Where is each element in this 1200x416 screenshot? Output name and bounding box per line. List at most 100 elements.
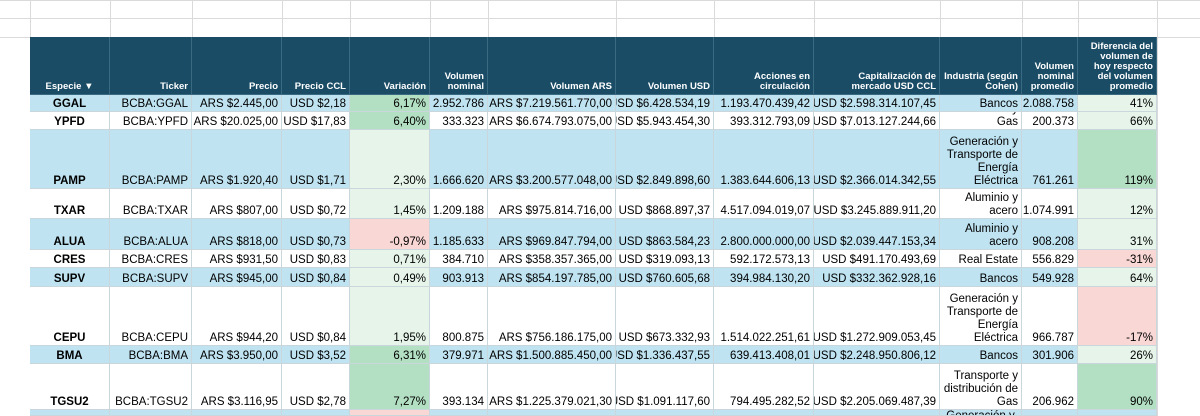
cell-industria[interactable]: Aluminio y acero [940,189,1022,219]
cell-variacion[interactable]: 0,49% [350,268,430,287]
cell-ccl[interactable]: USD $0,84 [282,268,350,287]
cell-cap[interactable]: USD $2.248.950.806,12 [814,346,940,364]
cell-dif[interactable]: 31% [1078,219,1157,250]
cell-especie[interactable]: CEPU [30,287,110,346]
cell-dif[interactable]: -31% [1078,250,1157,268]
cell-vol-nom[interactable]: 333.323 [430,112,488,130]
header-ccl[interactable]: Precio CCL [282,37,350,95]
cell-cap[interactable]: USD $2.366.014.342,55 [814,130,940,189]
header-vol-ars[interactable]: Volumen ARS [488,37,616,95]
cell-prom[interactable]: 301.906 [1022,346,1078,364]
cell-cap[interactable]: USD $2.039.447.153,34 [814,219,940,250]
cell-prom[interactable] [1022,410,1078,416]
cell-prom[interactable]: 761.261 [1022,130,1078,189]
cell-variacion[interactable]: 6,17% [350,95,430,112]
cell-especie[interactable]: BMA [30,346,110,364]
cell-dif[interactable]: 66% [1078,112,1157,130]
cell-vol-nom[interactable]: 1.209.188 [430,189,488,219]
cell-ticker[interactable]: BCBA:CRES [110,250,192,268]
cell-prom[interactable]: 1.074.991 [1022,189,1078,219]
header-especie[interactable]: Especie ▼ [30,37,110,95]
cell-vol-usd[interactable]: USD $1.091.117,60 [616,364,714,410]
cell-industria[interactable]: Bancos [940,346,1022,364]
cell-cap[interactable]: USD $7.013.127.244,66 [814,112,940,130]
header-precio[interactable]: Precio [192,37,282,95]
cell-vol-nom[interactable]: 1.185.633 [430,219,488,250]
cell-vol-nom[interactable]: 800.875 [430,287,488,346]
cell-precio[interactable] [192,410,282,416]
cell-precio[interactable]: ARS $945,00 [192,268,282,287]
cell-dif[interactable]: 64% [1078,268,1157,287]
cell-industria[interactable]: Generación y Transporte de Energía Eléct… [940,130,1022,189]
cell-ticker[interactable]: BCBA:ALUA [110,219,192,250]
cell-industria[interactable]: Transporte y distribución de Gas [940,364,1022,410]
cell-variacion[interactable]: 0,71% [350,250,430,268]
cell-prom[interactable]: 556.829 [1022,250,1078,268]
cell-cap[interactable]: USD $1.272.909.053,45 [814,287,940,346]
cell-variacion[interactable]: 7,27% [350,364,430,410]
cell-vol-usd[interactable]: USD $868.897,37 [616,189,714,219]
cell-ticker[interactable]: BCBA:SUPV [110,268,192,287]
cell-industria[interactable]: Bancos [940,95,1022,112]
cell-industria[interactable]: Petróleo y Gas [940,112,1022,130]
cell-ccl[interactable]: USD $2,18 [282,95,350,112]
cell-especie[interactable]: TGSU2 [30,364,110,410]
cell-ccl[interactable]: USD $17,83 [282,112,350,130]
cell-precio[interactable]: ARS $3.116,95 [192,364,282,410]
header-ticker[interactable]: Ticker [110,37,192,95]
cell-vol-usd[interactable] [616,410,714,416]
cell-acciones[interactable]: 1.383.644.606,13 [714,130,814,189]
header-vol-usd[interactable]: Volumen USD [616,37,714,95]
cell-prom[interactable]: 966.787 [1022,287,1078,346]
cell-acciones[interactable]: 2.800.000.000,00 [714,219,814,250]
cell-variacion[interactable]: 1,95% [350,287,430,346]
cell-prom[interactable]: 2.088.758 [1022,95,1078,112]
cell-especie[interactable]: CRES [30,250,110,268]
cell-especie[interactable]: SUPV [30,268,110,287]
cell-dif[interactable]: 119% [1078,130,1157,189]
cell-variacion[interactable] [350,410,430,416]
cell-vol-usd[interactable]: USD $6.428.534,19 [616,95,714,112]
cell-ccl[interactable]: USD $0,72 [282,189,350,219]
cell-prom[interactable]: 206.962 [1022,364,1078,410]
cell-ccl[interactable]: USD $0,84 [282,287,350,346]
cell-cap[interactable]: USD $332.362.928,16 [814,268,940,287]
cell-ticker[interactable]: BCBA:BMA [110,346,192,364]
cell-precio[interactable]: ARS $818,00 [192,219,282,250]
cell-vol-nom[interactable] [430,410,488,416]
cell-vol-nom[interactable]: 2.952.786 [430,95,488,112]
cell-industria[interactable]: Aluminio y acero [940,219,1022,250]
cell-acciones[interactable]: 4.517.094.019,07 [714,189,814,219]
cell-precio[interactable]: ARS $807,00 [192,189,282,219]
cell-ccl[interactable]: USD $1,71 [282,130,350,189]
cell-vol-nom[interactable]: 903.913 [430,268,488,287]
cell-dif[interactable]: -17% [1078,287,1157,346]
cell-acciones[interactable]: 794.495.282,52 [714,364,814,410]
cell-especie[interactable]: YPFD [30,112,110,130]
cell-vol-ars[interactable] [488,410,616,416]
cell-especie[interactable] [30,410,110,416]
cell-vol-ars[interactable]: ARS $358.357.365,00 [488,250,616,268]
cell-dif[interactable] [1078,410,1157,416]
cell-ticker[interactable]: BCBA:PAMP [110,130,192,189]
cell-cap[interactable] [814,410,940,416]
cell-vol-ars[interactable]: ARS $854.197.785,00 [488,268,616,287]
cell-variacion[interactable]: -0,97% [350,219,430,250]
cell-prom[interactable]: 200.373 [1022,112,1078,130]
cell-acciones[interactable]: 639.413.408,01 [714,346,814,364]
cell-precio[interactable]: ARS $931,50 [192,250,282,268]
cell-vol-nom[interactable]: 393.134 [430,364,488,410]
cell-acciones[interactable]: 393.312.793,09 [714,112,814,130]
cell-acciones[interactable] [714,410,814,416]
cell-ccl[interactable] [282,410,350,416]
cell-precio[interactable]: ARS $1.920,40 [192,130,282,189]
cell-acciones[interactable]: 394.984.130,20 [714,268,814,287]
cell-cap[interactable]: USD $2.205.069.487,39 [814,364,940,410]
cell-variacion[interactable]: 6,40% [350,112,430,130]
cell-vol-nom[interactable]: 1.666.620 [430,130,488,189]
cell-vol-ars[interactable]: ARS $6.674.793.075,00 [488,112,616,130]
cell-ccl[interactable]: USD $2,78 [282,364,350,410]
cell-especie[interactable]: TXAR [30,189,110,219]
cell-variacion[interactable]: 6,31% [350,346,430,364]
